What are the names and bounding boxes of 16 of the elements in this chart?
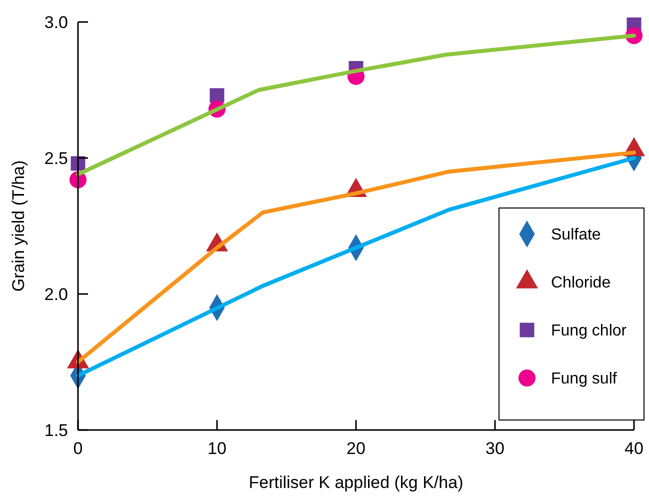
legend-label: Fung sulf [551,370,618,388]
y-tick-label: 2.5 [44,148,68,168]
legend-label: Chloride [551,274,611,292]
legend-label: Sulfate [551,226,601,244]
x-tick-label: 40 [624,439,644,458]
point [210,88,224,103]
y-tick-label: 3.0 [44,12,68,32]
x-tick-label: 20 [346,439,366,458]
y-tick-label: 2.0 [44,284,68,304]
y-axis-title: Grain yield (T/ha) [9,160,28,292]
x-tick-label: 0 [73,439,83,458]
legend-label: Fung chlor [551,322,628,340]
y-tick-label: 1.5 [44,420,68,440]
x-tick-label: 30 [486,439,504,458]
x-axis-title: Fertiliser K applied (kg K/ha) [248,473,464,492]
x-tick-label: 10 [208,439,226,458]
